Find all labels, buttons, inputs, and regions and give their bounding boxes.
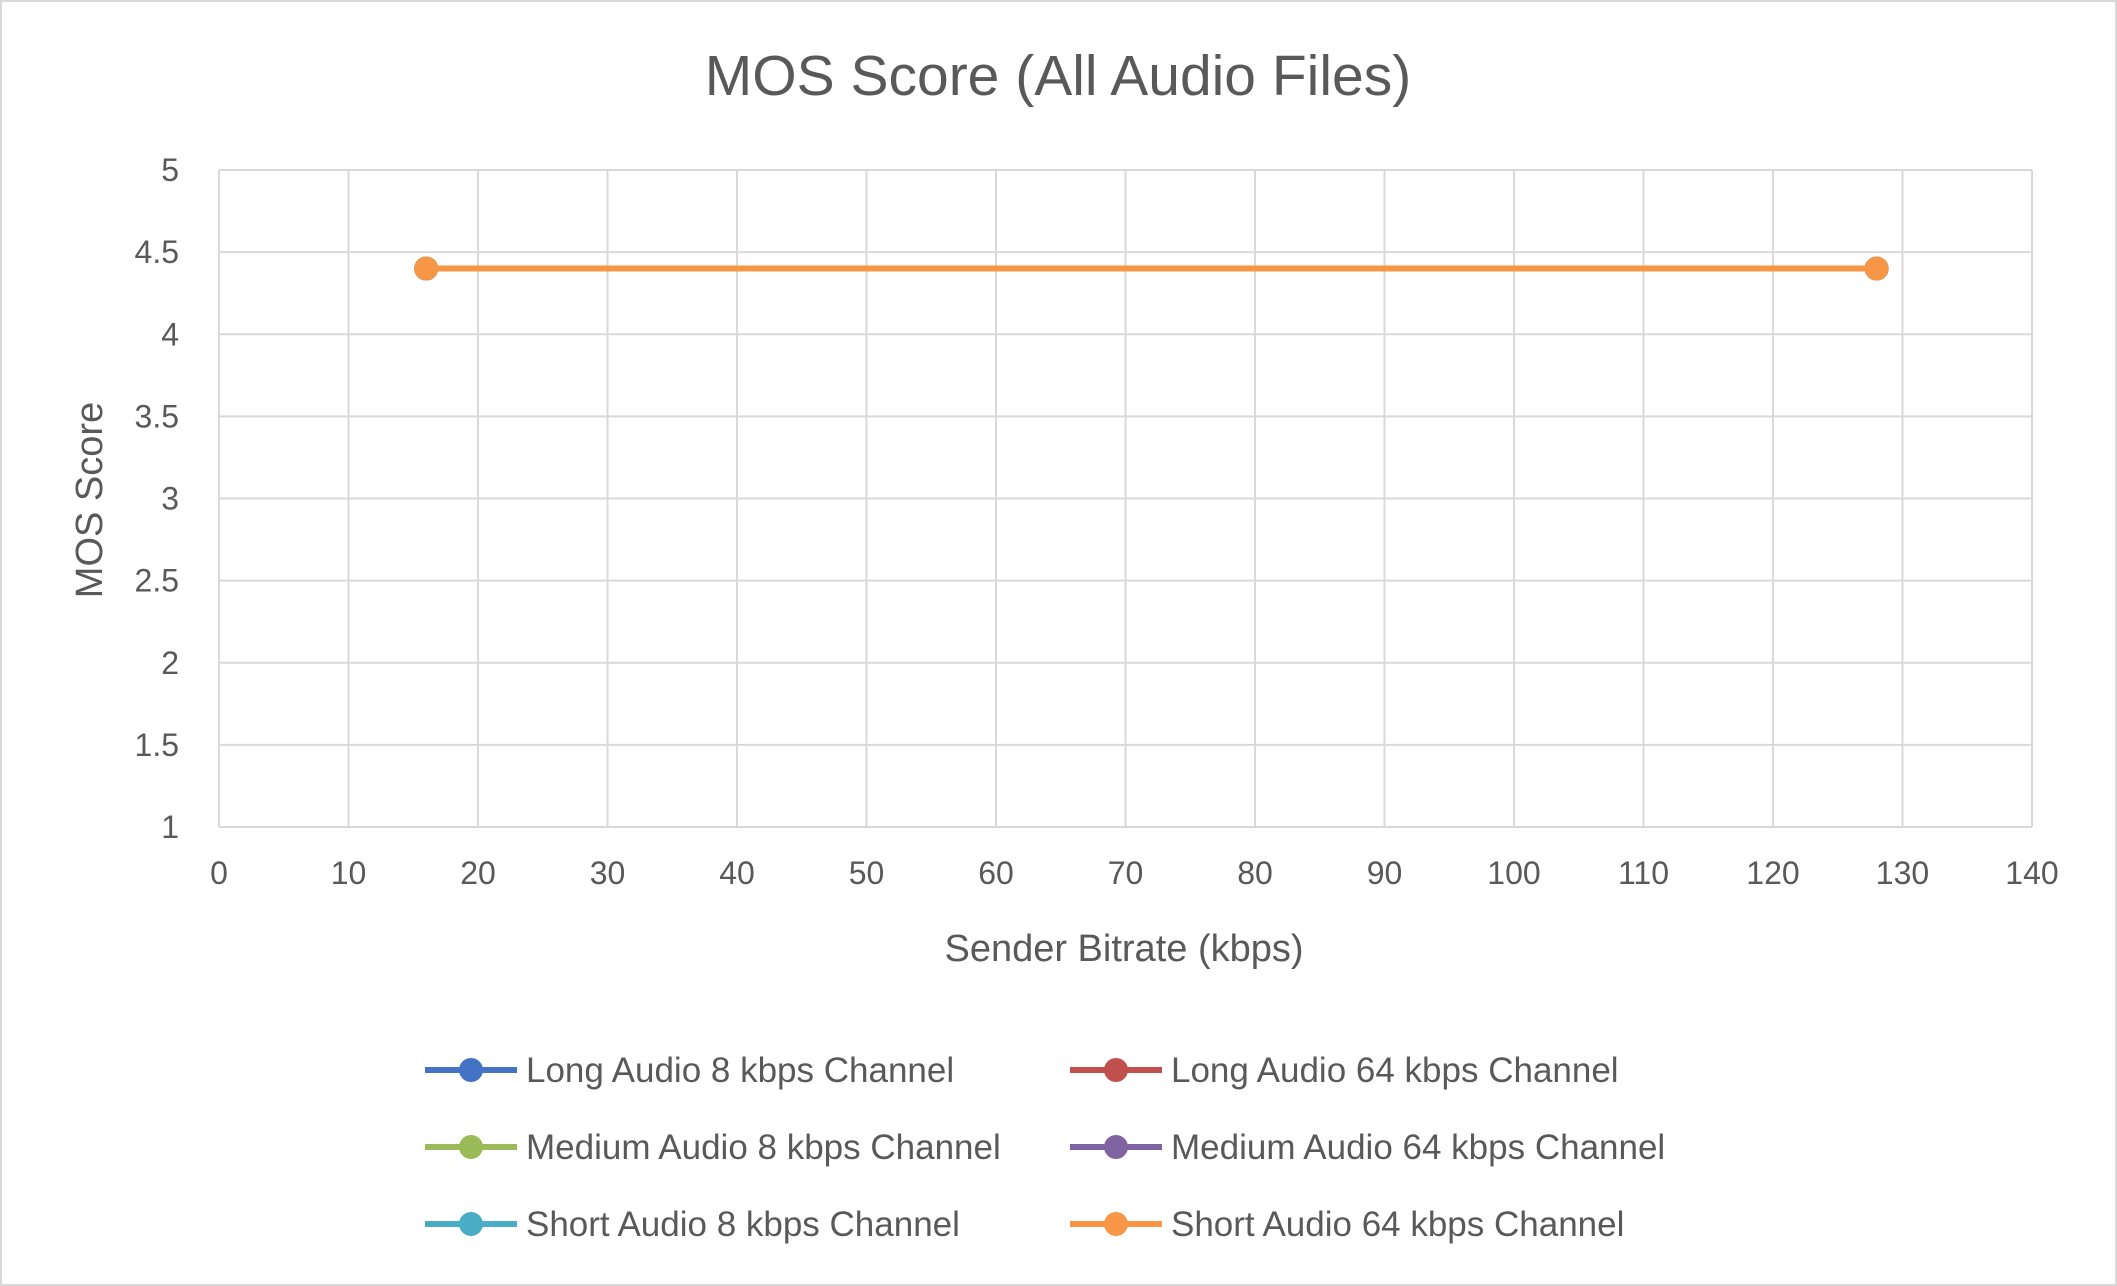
series-layer <box>414 256 1889 281</box>
y-axis-ticks: 1 1.5 2 2.5 3 3.5 4 4.5 5 <box>135 152 179 845</box>
series-group <box>414 256 1889 281</box>
legend-label: Long Audio 8 kbps Channel <box>526 1051 954 1090</box>
x-tick-label: 130 <box>1876 855 1929 891</box>
y-tick-label: 2.5 <box>135 563 179 599</box>
legend-item: Short Audio 64 kbps Channel <box>1070 1205 1624 1244</box>
x-tick-label: 80 <box>1237 855 1273 891</box>
y-tick-label: 4.5 <box>135 234 179 270</box>
x-axis-title: Sender Bitrate (kbps) <box>944 928 1303 970</box>
legend-item: Long Audio 64 kbps Channel <box>1070 1051 1619 1090</box>
legend-swatch-marker <box>459 1135 483 1159</box>
x-tick-label: 110 <box>1618 855 1669 891</box>
legend-swatch-marker <box>1104 1135 1128 1159</box>
legend-swatch-marker <box>459 1212 483 1236</box>
y-tick-label: 1.5 <box>135 727 179 763</box>
legend-label: Medium Audio 64 kbps Channel <box>1171 1128 1665 1167</box>
y-tick-label: 3.5 <box>135 398 179 434</box>
legend: Long Audio 8 kbps Channel Long Audio 64 k… <box>425 1051 1665 1244</box>
legend-swatch-marker <box>1104 1212 1128 1236</box>
data-point <box>414 256 439 281</box>
x-tick-label: 140 <box>2005 855 2058 891</box>
y-tick-label: 4 <box>161 316 179 352</box>
x-tick-label: 20 <box>460 855 496 891</box>
x-tick-label: 40 <box>719 855 755 891</box>
y-axis-title: MOS Score <box>69 402 111 598</box>
x-tick-label: 0 <box>210 855 228 891</box>
data-point <box>1864 256 1889 281</box>
y-tick-label: 1 <box>161 809 179 845</box>
legend-swatch-marker <box>1104 1058 1128 1082</box>
x-tick-label: 60 <box>978 855 1014 891</box>
x-tick-label: 70 <box>1108 855 1144 891</box>
legend-label: Long Audio 64 kbps Channel <box>1171 1051 1619 1090</box>
y-tick-label: 3 <box>161 481 179 517</box>
x-tick-label: 50 <box>849 855 885 891</box>
legend-label: Short Audio 8 kbps Channel <box>526 1205 960 1244</box>
legend-item: Long Audio 8 kbps Channel <box>425 1051 954 1090</box>
chart-title: MOS Score (All Audio Files) <box>705 44 1411 108</box>
x-tick-label: 120 <box>1746 855 1799 891</box>
legend-item: Medium Audio 64 kbps Channel <box>1070 1128 1665 1167</box>
gridlines <box>218 169 2033 828</box>
legend-label: Short Audio 64 kbps Channel <box>1171 1205 1624 1244</box>
y-tick-label: 2 <box>161 645 179 681</box>
legend-item: Medium Audio 8 kbps Channel <box>425 1128 1001 1167</box>
y-tick-label: 5 <box>161 152 179 188</box>
x-tick-label: 90 <box>1367 855 1403 891</box>
x-axis-ticks: 0 10 20 30 40 50 60 70 80 90 100 110 120 130 140 <box>210 855 2059 891</box>
x-tick-label: 100 <box>1487 855 1540 891</box>
legend-label: Medium Audio 8 kbps Channel <box>526 1128 1001 1167</box>
x-tick-label: 10 <box>331 855 367 891</box>
legend-item: Short Audio 8 kbps Channel <box>425 1205 960 1244</box>
legend-swatch-marker <box>459 1058 483 1082</box>
x-tick-label: 30 <box>590 855 626 891</box>
